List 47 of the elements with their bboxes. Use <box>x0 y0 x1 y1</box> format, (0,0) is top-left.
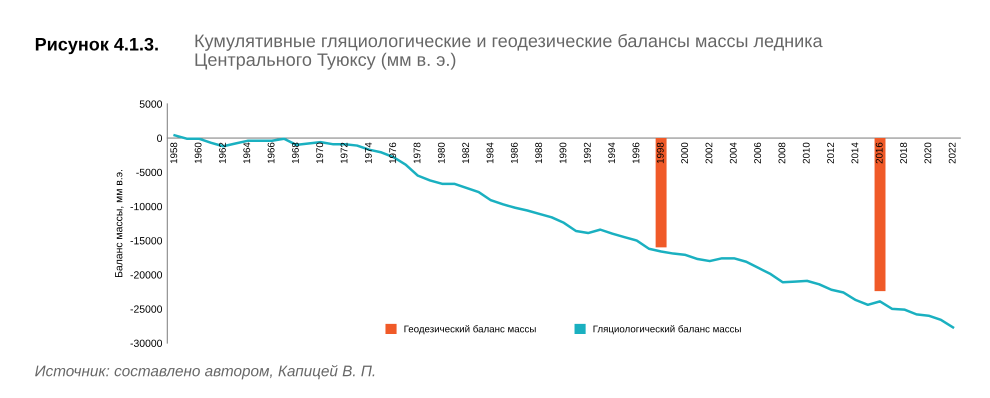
x-tick-label: 1966 <box>268 142 275 164</box>
x-tick-label: 1980 <box>438 142 445 164</box>
y-tick-label: 5000 <box>140 100 162 108</box>
x-tick-label: 1990 <box>560 142 566 164</box>
x-tick-label: 2018 <box>900 142 907 164</box>
x-tick-label: 2006 <box>754 142 762 164</box>
x-tick-label: 2020 <box>924 142 932 164</box>
y-axis-title: Баланс массы, мм в.э. <box>115 170 124 278</box>
x-tick-label: 1974 <box>364 142 372 164</box>
legend-label: Геодезический баланс массы <box>404 325 536 334</box>
y-tick-label: -15000 <box>130 237 162 244</box>
chart-title: Рисунок 4.1.3. <box>36 38 158 54</box>
x-tick-label: 1988 <box>535 142 542 164</box>
x-tick-label: 2022 <box>948 142 956 164</box>
legend-label: Гляциологический баланс массы <box>594 325 741 334</box>
x-tick-label: 1978 <box>414 142 420 164</box>
y-tick-label: -10000 <box>130 202 162 210</box>
x-tick-label: 1976 <box>389 142 396 164</box>
x-tick-label: 1994 <box>608 142 616 164</box>
y-tick-label: -30000 <box>130 340 162 347</box>
text: Источник: составлено автором, Капицей В. П. <box>35 364 374 380</box>
y-tick-label: -5000 <box>136 168 162 176</box>
x-tick-label: 1986 <box>510 142 518 164</box>
y-tick-label: -20000 <box>130 271 162 279</box>
chart-subtitle: Кумулятивные гляциологические и геодезические балансы массы ледника Центрального Туюксу (мм в. э.) <box>196 34 823 70</box>
x-tick-label: 2004 <box>730 142 737 164</box>
x-tick-label: 1970 <box>316 142 324 164</box>
x-tick-label: 1964 <box>243 142 250 164</box>
y-tick-label: 0 <box>157 134 162 142</box>
x-tick-label: 1996 <box>632 142 640 164</box>
y-tick-label: -25000 <box>130 305 162 313</box>
x-tick-label: 2010 <box>802 142 810 164</box>
x-tick-label: 2008 <box>778 142 786 164</box>
x-tick-label: 1992 <box>584 142 591 164</box>
x-tick-label: 1998 <box>656 142 664 164</box>
x-tick-label: 1968 <box>292 142 299 164</box>
x-tick-label: 1958 <box>170 142 178 164</box>
x-tick-label: 1962 <box>218 142 226 164</box>
x-tick-label: 2002 <box>705 142 712 164</box>
x-tick-label: 2014 <box>851 142 858 164</box>
x-tick-label: 1960 <box>194 142 202 164</box>
x-tick-label: 1972 <box>340 142 348 164</box>
x-tick-label: 1984 <box>486 142 494 164</box>
x-tick-label: 2016 <box>876 142 883 164</box>
x-tick-label: 2000 <box>681 142 688 164</box>
x-tick-label: 1982 <box>462 142 470 164</box>
x-tick-label: 2012 <box>827 142 834 164</box>
